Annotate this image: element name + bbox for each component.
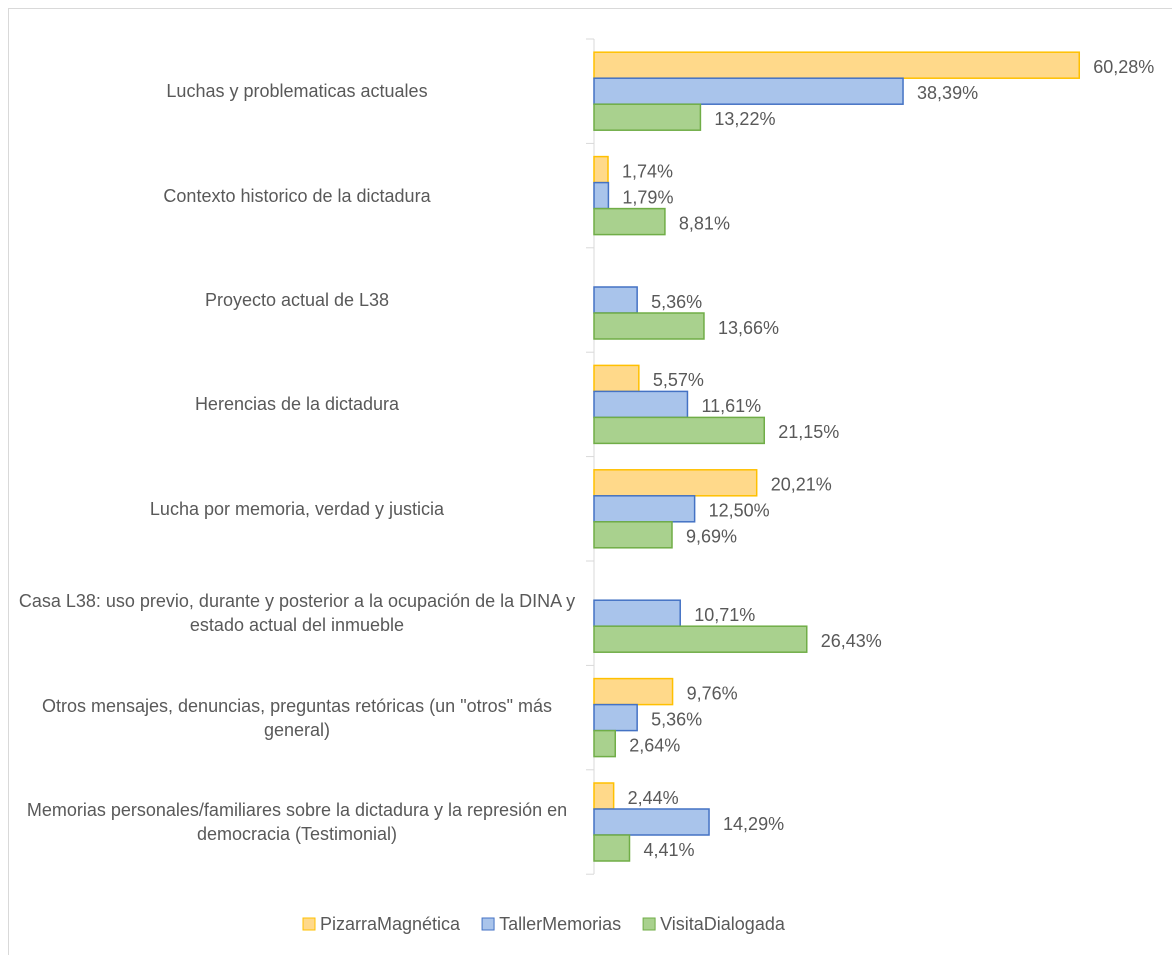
- value-label: 4,41%: [644, 840, 695, 860]
- category-label: Proyecto actual de L38: [204, 290, 390, 310]
- value-label: 13,22%: [714, 109, 775, 129]
- value-label: 10,71%: [694, 605, 755, 625]
- value-label: 21,15%: [778, 422, 839, 442]
- bar: [593, 286, 638, 314]
- value-label: 2,44%: [628, 788, 679, 808]
- value-label: 8,81%: [679, 213, 730, 233]
- bar: [593, 181, 610, 210]
- category-label: Otros mensajes, denuncias, preguntas ret…: [41, 695, 552, 740]
- value-label: 60,28%: [1093, 57, 1154, 77]
- value-label: 5,36%: [651, 292, 702, 312]
- value-label: 38,39%: [917, 83, 978, 103]
- bar: [593, 808, 710, 836]
- category-label: Lucha por memoria, verdad y justicia: [149, 498, 445, 519]
- legend-label: PizarraMagnética: [320, 914, 461, 934]
- value-label: 9,69%: [686, 527, 737, 547]
- chart-frame: [8, 8, 1172, 955]
- value-label: 11,61%: [701, 396, 761, 416]
- value-label: 9,76%: [687, 683, 738, 703]
- bar: [593, 782, 615, 810]
- bar: [593, 469, 758, 497]
- bar: [593, 103, 702, 131]
- category-label: Herencias de la dictadura: [194, 394, 400, 415]
- bar: [593, 312, 705, 340]
- bar: [593, 834, 631, 862]
- legend-label: TallerMemorias: [499, 914, 621, 934]
- value-label: 13,66%: [718, 318, 779, 338]
- legend-label: VisitaDialogada: [660, 914, 786, 934]
- bar: [593, 77, 904, 105]
- value-label: 12,50%: [709, 501, 770, 521]
- bar: [593, 677, 674, 706]
- value-label: 2,64%: [629, 735, 680, 755]
- bar: [593, 416, 766, 445]
- bar: [593, 625, 808, 653]
- bar: [593, 495, 696, 523]
- bar: [593, 599, 681, 627]
- bar: [593, 364, 640, 393]
- value-label: 1,74%: [622, 161, 673, 181]
- value-label: 5,57%: [653, 370, 704, 390]
- bar: [593, 521, 673, 549]
- bar: [593, 703, 638, 732]
- value-label: 14,29%: [723, 814, 784, 834]
- category-label: Luchas y problematicas actuales: [166, 81, 428, 102]
- legend-swatch: [481, 917, 495, 931]
- bar: [593, 207, 666, 236]
- value-label: 20,21%: [771, 475, 832, 495]
- bar: [593, 390, 689, 419]
- category-label: Memorias personales/familiares sobre la …: [26, 800, 568, 844]
- legend-swatch: [642, 917, 656, 931]
- value-label: 5,36%: [651, 709, 702, 729]
- category-label: Casa L38: uso previo, durante y posterio…: [18, 591, 576, 636]
- bar: [593, 155, 609, 184]
- value-label: 26,43%: [821, 631, 882, 651]
- bar: [593, 729, 617, 758]
- bar: [593, 51, 1081, 79]
- category-label: Contexto historico de la dictadura: [163, 185, 431, 206]
- legend-swatch: [302, 917, 316, 931]
- value-label: 1,79%: [622, 187, 673, 207]
